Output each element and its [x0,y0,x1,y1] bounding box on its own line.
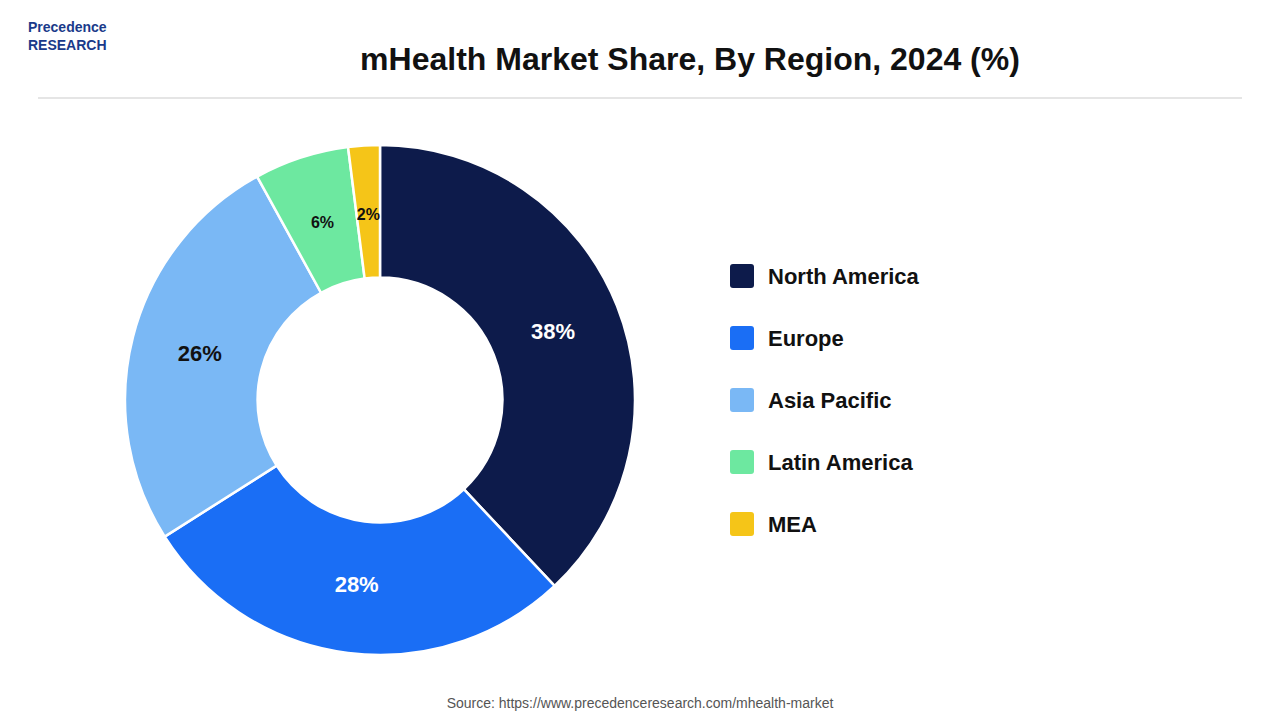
legend: North America Europe Asia Pacific Latin Ame… [730,264,920,537]
donut-slice [257,147,365,293]
legend-swatch [730,512,754,536]
data-label: 6% [311,214,334,231]
legend-label: Asia Pacific [768,388,892,413]
data-label: 38% [531,319,575,344]
logo-text: Precedence [28,19,107,35]
chart: Precedence RESEARCH mHealth Market Share, … [0,0,1280,720]
source-text: Source: https://www.precedenceresearch.c… [447,695,834,711]
data-labels: 38% 28% 26% 6% 2% [178,206,575,597]
legend-label: Latin America [768,450,913,475]
donut-slice [348,145,380,279]
legend-swatch [730,264,754,288]
legend-label: Europe [768,326,844,351]
title: mHealth Market Share, By Region, 2024 (%… [360,41,1020,77]
legend-label: North America [768,264,920,289]
data-label: 28% [335,572,379,597]
legend-swatch [730,326,754,350]
legend-label: MEA [768,512,817,537]
background [0,0,1280,720]
legend-swatch [730,388,754,412]
legend-swatch [730,450,754,474]
logo-text: RESEARCH [28,37,107,53]
data-label: 2% [357,206,380,223]
donut [125,145,635,655]
data-label: 26% [178,341,222,366]
title-rule [38,97,1242,98]
